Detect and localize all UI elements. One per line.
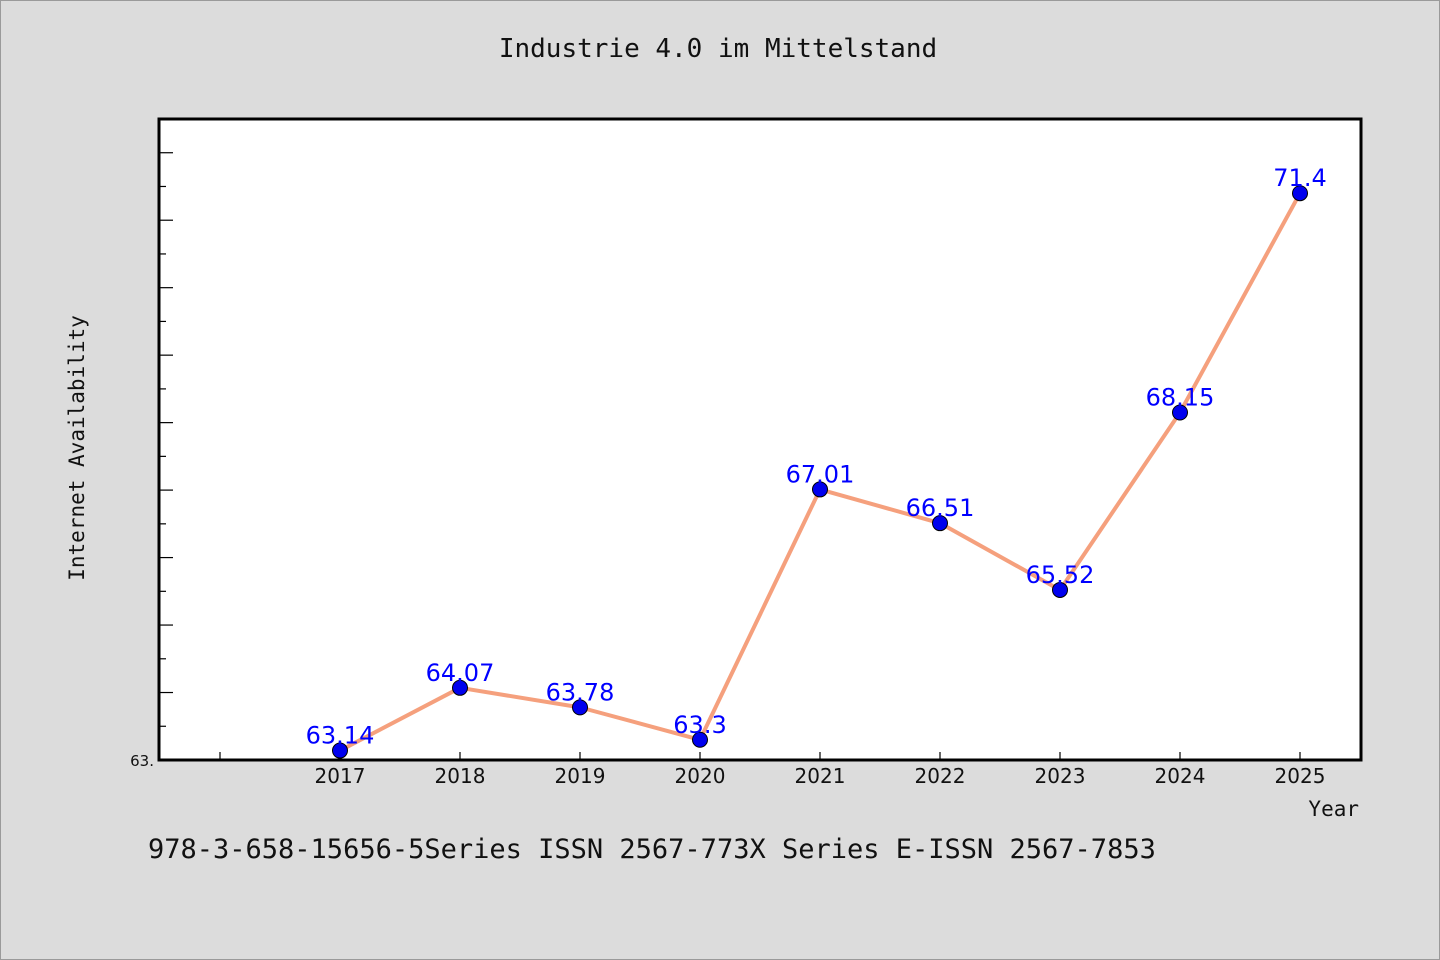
y-min-tick-label: 63. [130,752,154,770]
data-label: 64.07 [426,659,495,687]
data-point [692,731,708,748]
chart-title: Industrie 4.0 im Mittelstand [498,34,938,64]
data-point [1292,185,1308,202]
data-point [452,679,468,696]
data-labels: 63.14 64.07 63.78 63.3 67.01 66.51 65.52 68.15 7… [306,164,1327,749]
data-label: 63.78 [546,678,615,706]
x-tick-label: 2021 [795,764,846,788]
data-label: 66.51 [906,494,975,522]
x-tick-label: 2024 [1155,764,1206,788]
data-point [572,699,588,716]
data-label: 65.52 [1026,561,1095,589]
x-tick-label: 2022 [915,764,966,788]
data-point [1052,581,1068,598]
data-label: 68.15 [1146,384,1215,412]
x-tick-label: 2023 [1035,764,1086,788]
plot-area [157,117,1363,762]
data-point [1172,404,1188,421]
y-axis-ticks [159,118,173,761]
x-tick-label: 2025 [1275,764,1326,788]
x-tick-label: 2019 [555,764,606,788]
data-label: 71.4 [1273,164,1326,192]
data-point [812,481,828,498]
series-markers [332,185,1308,759]
x-tick-label: 2017 [315,764,366,788]
x-tick-labels: 2017 2018 2019 2020 2021 2022 2023 2024 2025 [315,764,1326,788]
data-point [932,515,948,532]
x-axis-label: Year [1308,797,1359,821]
x-tick-label: 2018 [435,764,486,788]
data-label: 67.01 [786,460,855,488]
data-point [332,742,348,759]
data-label: 63.14 [306,722,375,750]
data-label: 63.3 [673,711,726,739]
footer-text: 978-3-658-15656-5Series ISSN 2567-773X S… [148,834,1156,865]
x-tick-label: 2020 [675,764,726,788]
y-axis-label: Internet Availability [65,315,89,581]
